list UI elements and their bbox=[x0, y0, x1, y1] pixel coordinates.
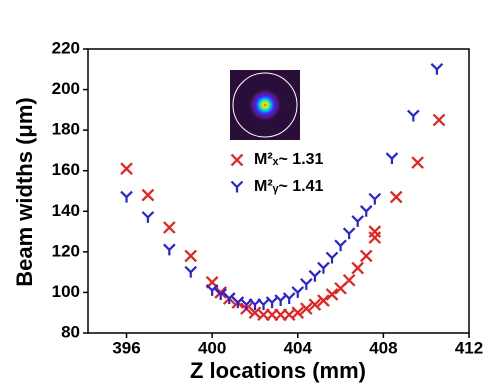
legend-label: M²ₓ~ 1.31 bbox=[254, 151, 324, 168]
marker bbox=[335, 240, 346, 251]
marker bbox=[361, 206, 372, 217]
y-tick-label: 100 bbox=[52, 282, 80, 301]
y-tick-label: 140 bbox=[52, 201, 80, 220]
x-tick-label: 408 bbox=[369, 338, 397, 357]
marker bbox=[431, 64, 442, 75]
marker bbox=[142, 190, 153, 201]
y-tick-label: 180 bbox=[52, 120, 80, 139]
marker bbox=[391, 192, 402, 203]
marker bbox=[361, 250, 372, 261]
marker bbox=[412, 157, 423, 168]
x-tick-label: 412 bbox=[455, 338, 483, 357]
x-tick-label: 404 bbox=[284, 338, 313, 357]
marker bbox=[434, 115, 445, 126]
y-tick-label: 200 bbox=[52, 79, 80, 98]
y-tick-label: 80 bbox=[61, 322, 80, 341]
marker bbox=[408, 110, 419, 121]
marker bbox=[386, 153, 397, 164]
marker bbox=[327, 252, 338, 263]
marker bbox=[142, 212, 153, 223]
marker bbox=[369, 194, 380, 205]
x-tick-label: 396 bbox=[112, 338, 140, 357]
y-tick-label: 120 bbox=[52, 241, 80, 260]
x-tick-label: 400 bbox=[198, 338, 226, 357]
legend-label: M²ᵧ~ 1.41 bbox=[254, 178, 324, 195]
marker bbox=[284, 293, 295, 304]
marker bbox=[164, 244, 175, 255]
x-axis-title: Z locations (mm) bbox=[190, 358, 366, 383]
marker bbox=[185, 250, 196, 261]
marker bbox=[369, 232, 380, 243]
marker bbox=[275, 295, 286, 306]
marker bbox=[352, 263, 363, 274]
y-tick-label: 160 bbox=[52, 160, 80, 179]
marker bbox=[344, 228, 355, 239]
legend-marker bbox=[232, 155, 243, 166]
marker bbox=[121, 192, 132, 203]
marker bbox=[344, 275, 355, 286]
marker bbox=[185, 267, 196, 278]
marker bbox=[164, 222, 175, 233]
y-axis-title: Beam widths (μm) bbox=[12, 97, 37, 286]
marker bbox=[267, 297, 278, 308]
marker bbox=[369, 226, 380, 237]
y-tick-label: 220 bbox=[52, 38, 80, 57]
legend-marker bbox=[232, 182, 243, 193]
marker bbox=[121, 163, 132, 174]
marker bbox=[352, 216, 363, 227]
chart: Z locations (mm) Beam widths (μm) 396 400… bbox=[0, 0, 489, 385]
beam-inset bbox=[230, 70, 300, 140]
